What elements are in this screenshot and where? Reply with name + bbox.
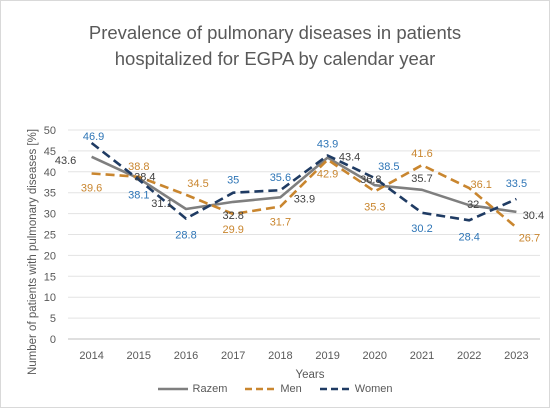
y-tick-label: 45 [44,146,56,158]
x-tick-label: 2018 [268,350,292,362]
x-tick-label: 2015 [127,350,151,362]
y-tick-label: 35 [44,188,56,200]
y-tick-label: 15 [44,271,56,283]
data-label-razem: 36.8 [360,174,381,186]
legend-item-women: Women [319,381,393,397]
data-labels: 43.6 38.4 31.1 32.8 33.9 43.436.8 35.7 32 30.4 39… [55,131,544,244]
data-label-men: 34.5 [187,178,208,190]
data-label-razem: 32.8 [222,210,243,222]
gridlines [68,129,540,340]
data-label-men: 26.7 [519,232,540,244]
x-tick-label: 2016 [174,350,198,362]
data-label-men: 36.1 [470,179,491,191]
x-tick-label: 2020 [363,350,387,362]
data-label-razem: 38.4 [134,171,155,183]
legend-swatch [157,387,188,391]
data-label-men: 41.6 [411,148,432,160]
data-label-men: 42.9 [317,169,338,181]
series-line-men [91,158,518,229]
legend-label: Razem [192,383,228,395]
y-tick-label: 25 [44,230,56,242]
legend-label: Women [354,383,393,395]
data-label-men: 39.6 [81,182,102,194]
data-label-women: 43.9 [317,138,338,150]
data-label-men: 38.8 [128,161,149,173]
data-label-razem: 43.4 [339,152,360,164]
y-tick-label: 30 [44,209,56,221]
series-lines [90,141,518,229]
x-tick-labels: 2014 2015 2016 2017 2018 2019 2020 2021 2022 2023 [79,350,528,362]
data-label-women: 35.6 [270,172,291,184]
y-axis-title: Number of patients with pulmonary diseas… [27,129,39,375]
data-label-women: 28.4 [458,231,479,243]
data-label-razem: 30.4 [523,210,544,222]
y-tick-label: 10 [44,292,56,304]
y-tick-label: 20 [44,250,56,262]
y-tick-label: 50 [44,125,56,137]
x-tick-label: 2023 [504,350,528,362]
data-label-razem: 32 [467,199,479,211]
data-label-women: 38.5 [378,161,399,173]
data-label-razem: 35.7 [411,173,432,185]
y-tick-label: 40 [44,167,56,179]
data-label-razem: 43.6 [55,155,76,167]
y-tick-label: 5 [50,313,56,325]
x-tick-label: 2022 [457,350,481,362]
legend: Razem Men Women [0,381,550,397]
series-line-razem [91,155,517,214]
chart-title-line-1: Prevalence of pulmonary diseases in pati… [88,22,462,43]
data-label-women: 46.9 [83,131,104,143]
chart-title: Prevalence of pulmonary diseases in pati… [0,20,550,72]
data-label-women: 33.5 [506,178,527,190]
data-label-men: 35.3 [364,201,385,213]
data-label-razem: 33.9 [294,193,315,205]
legend-swatch [245,387,276,391]
x-tick-label: 2019 [315,350,339,362]
legend-label: Men [280,383,302,395]
legend-swatch [319,387,350,391]
x-tick-label: 2014 [79,350,103,362]
data-label-women: 28.8 [175,230,196,242]
x-tick-label: 2021 [410,350,434,362]
x-tick-label: 2017 [221,350,245,362]
data-label-men: 31.7 [270,216,291,228]
series-line-women [90,141,517,222]
data-label-razem: 31.1 [151,198,172,210]
data-label-women: 38.1 [128,190,149,202]
chart-title-line-2: hospitalized for EGPA by calendar year [114,48,436,69]
legend-item-men: Men [245,381,302,397]
x-axis-title: Years [296,369,325,381]
data-label-women: 30.2 [411,223,432,235]
data-label-men: 29.9 [222,224,243,236]
y-tick-labels: 0 5 10 15 20 25 30 35 40 45 50 [44,125,56,346]
legend-item-razem: Razem [157,381,228,397]
y-tick-label: 0 [50,334,56,346]
data-label-women: 35 [227,175,239,187]
